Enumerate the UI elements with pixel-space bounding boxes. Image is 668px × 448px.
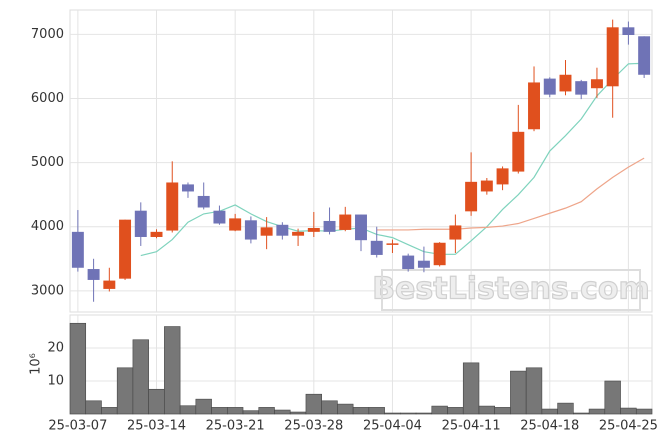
- candle-body: [134, 210, 147, 237]
- volume-bar: [101, 407, 118, 415]
- y-tick-label: 10: [47, 374, 64, 389]
- candle-body: [480, 180, 493, 192]
- candle-body: [260, 227, 273, 236]
- volume-bar: [211, 407, 228, 415]
- volume-bar: [179, 405, 197, 415]
- y-tick-label: 3000: [31, 283, 64, 298]
- candle-body: [402, 255, 415, 270]
- candle-body: [355, 214, 367, 241]
- candle-body: [323, 220, 336, 232]
- x-tick-label: 25-04-18: [520, 419, 579, 434]
- ma-line: [376, 157, 645, 231]
- candle-body: [87, 269, 100, 280]
- volume-bar: [384, 412, 401, 415]
- candle-body: [512, 131, 525, 172]
- y-tick-label: 6000: [31, 91, 64, 106]
- candle-body: [606, 27, 619, 87]
- volume-bar: [478, 405, 496, 415]
- y-tick-label: 7000: [31, 27, 64, 42]
- volume-bar: [557, 402, 574, 415]
- volume-bar: [195, 398, 212, 415]
- watermark-box: [381, 269, 641, 311]
- candle-body: [433, 242, 446, 266]
- volume-bar: [164, 326, 181, 415]
- ma-line: [140, 62, 645, 257]
- volume-bar: [588, 408, 606, 415]
- volume-bar: [352, 407, 370, 415]
- volume-bar: [258, 407, 275, 415]
- volume-bar: [604, 380, 621, 415]
- candle-body: [417, 260, 430, 268]
- volume-bar: [85, 400, 102, 415]
- candle-body: [559, 74, 572, 92]
- candle-body: [276, 224, 289, 236]
- volume-bar: [462, 362, 480, 415]
- volume-bar: [525, 367, 543, 415]
- volume-bar: [132, 339, 149, 415]
- candle-body: [386, 243, 399, 245]
- candle-body: [244, 220, 257, 240]
- candle-body: [150, 231, 163, 237]
- candle-body: [449, 225, 462, 240]
- candle-body: [181, 184, 194, 192]
- x-tick-label: 25-03-21: [206, 419, 265, 434]
- volume-bar: [400, 412, 417, 415]
- candle-body: [197, 195, 210, 208]
- volume-bar: [431, 405, 448, 415]
- y-tick-label: 20: [47, 341, 64, 356]
- candle-body: [166, 182, 179, 231]
- volume-bar: [635, 408, 653, 415]
- candle-body: [213, 210, 226, 224]
- volume-bar: [368, 407, 385, 415]
- volume-bar: [541, 408, 558, 415]
- y-axis-label: 10⁶: [29, 353, 44, 375]
- x-tick-label: 25-04-04: [363, 419, 422, 434]
- candle-body: [307, 228, 320, 232]
- candle-body: [496, 168, 509, 185]
- candle-body: [71, 231, 84, 268]
- candle-body: [370, 240, 383, 255]
- volume-bar: [447, 407, 464, 415]
- candle-body: [543, 78, 556, 95]
- volume-bar: [494, 407, 511, 415]
- candle-body: [119, 219, 132, 279]
- x-tick-label: 25-03-14: [127, 419, 186, 434]
- candle-body: [622, 27, 635, 36]
- volume-bar: [69, 322, 87, 415]
- candle-body: [339, 214, 352, 230]
- candle-body: [229, 218, 242, 231]
- x-tick-label: 25-03-07: [48, 419, 107, 434]
- volume-bar: [116, 367, 134, 415]
- volume-bar: [321, 400, 338, 415]
- volume-bar: [305, 393, 322, 415]
- volume-bar: [573, 412, 590, 415]
- volume-bar: [415, 412, 433, 415]
- candle-body: [292, 231, 305, 236]
- volume-bar: [289, 411, 307, 415]
- volume-bar: [620, 407, 637, 415]
- candle-body: [465, 181, 478, 212]
- x-tick-label: 25-04-11: [442, 419, 501, 434]
- volume-bar: [226, 407, 244, 415]
- y-tick-label: 5000: [31, 155, 64, 170]
- volume-bar: [274, 409, 291, 415]
- candle-body: [638, 36, 651, 75]
- volume-bar: [148, 388, 165, 415]
- volume-bar: [337, 403, 354, 415]
- candle-body: [575, 81, 588, 95]
- volume-bar: [510, 370, 527, 415]
- x-tick-label: 25-04-25: [599, 419, 658, 434]
- y-tick-label: 4000: [31, 219, 64, 234]
- candle-body: [590, 79, 603, 89]
- candle-body: [103, 280, 116, 289]
- volume-bar: [242, 410, 260, 415]
- candle-body: [528, 82, 541, 130]
- x-tick-label: 25-03-28: [284, 419, 343, 434]
- watermark: BestListens.com: [372, 272, 650, 307]
- price-frame: [69, 9, 653, 313]
